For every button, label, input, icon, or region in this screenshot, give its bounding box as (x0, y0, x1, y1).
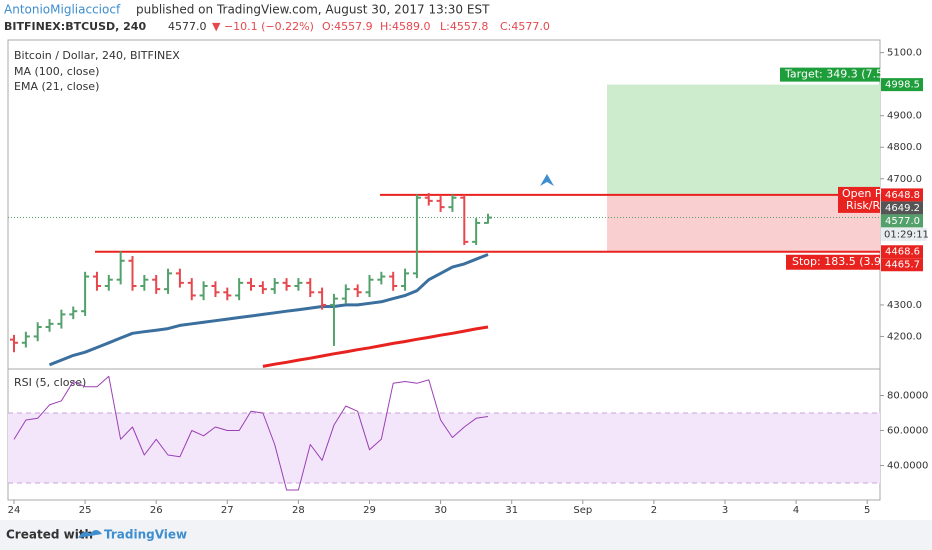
target-label: Target: 349.3 (7.5 (784, 68, 883, 81)
countdown-badge (881, 227, 927, 241)
high: H:4589.0 (380, 20, 430, 33)
x-tick-label: 24 (8, 505, 21, 516)
x-tick-label: 2 (651, 505, 657, 516)
price-badge (881, 258, 923, 272)
rsi-tick-label: 40.0000 (887, 461, 928, 472)
ma-line (262, 325, 489, 368)
y-tick-label: 4700.0 (887, 174, 922, 185)
price-badge-label: 4648.8 (885, 190, 920, 201)
footer-created: Created with (6, 528, 93, 542)
price-badge (881, 214, 923, 228)
y-tick-label: 4300.0 (887, 300, 922, 311)
legend-ema: EMA (21, close) (14, 80, 99, 93)
x-tick-label: 31 (505, 505, 518, 516)
y-tick-label: 4800.0 (887, 142, 922, 153)
chart-title: Bitcoin / Dollar, 240, BITFINEX (14, 49, 180, 62)
rsi-band (8, 413, 880, 483)
rsi-tick-label: 60.0000 (887, 426, 928, 437)
tv-logo (78, 530, 102, 538)
price-badge-label: 4468.6 (885, 247, 920, 258)
price-badge-label: 4577.0 (885, 216, 920, 227)
countdown: 01:29:11 (884, 229, 929, 240)
legend-ma: MA (100, close) (14, 65, 99, 78)
risk-label: Risk/R (846, 199, 881, 212)
price-badge (881, 201, 923, 215)
x-tick-label: 29 (363, 505, 376, 516)
open-tag (838, 186, 880, 213)
rsi-line (13, 375, 489, 491)
x-tick-label: 26 (150, 505, 163, 516)
close: C:4577.0 (500, 20, 550, 33)
ma-line (48, 253, 489, 367)
footer-brand[interactable]: TradingView (104, 528, 187, 542)
open-label: Open P (842, 187, 882, 200)
rsi-tick-label: 80.0000 (887, 391, 928, 402)
x-tick-label: 25 (79, 505, 92, 516)
open: O:4557.9 (322, 20, 373, 33)
stop-tag (786, 254, 880, 270)
symbol: BITFINEX:BTCUSD, 240 (4, 20, 146, 33)
target-tag (780, 67, 880, 82)
target-zone (607, 84, 880, 195)
price-badge (881, 245, 923, 259)
y-tick-label: 4200.0 (887, 331, 922, 342)
footer-bar (0, 520, 932, 550)
x-tick-label: 4 (793, 505, 799, 516)
price-badge-label: 4998.5 (885, 80, 920, 91)
y-tick-label: 4900.0 (887, 111, 922, 122)
x-tick-label: Sep (573, 505, 592, 516)
x-tick-label: 5 (864, 505, 870, 516)
stop-zone (607, 194, 880, 252)
price-badge-label: 4649.2 (885, 203, 920, 214)
x-tick-label: 3 (722, 505, 728, 516)
price-badge (881, 188, 923, 202)
change: ▼ −10.1 (−0.22%) (212, 20, 314, 33)
published: published on TradingView.com, August 30,… (136, 3, 490, 17)
up-arrow (540, 174, 554, 186)
last: 4577.0 (168, 20, 207, 33)
author[interactable]: AntonioMigliacciocf (4, 3, 121, 17)
legend-rsi: RSI (5, close) (14, 376, 86, 389)
price-badge-label: 4465.7 (885, 260, 920, 271)
stop-label: Stop: 183.5 (3.9 (792, 255, 881, 268)
x-tick-label: 30 (434, 505, 447, 516)
price-badge (881, 78, 923, 92)
low: L:4557.8 (440, 20, 488, 33)
y-tick-label: 5100.0 (887, 48, 922, 59)
x-tick-label: 27 (221, 505, 234, 516)
x-tick-label: 28 (292, 505, 305, 516)
